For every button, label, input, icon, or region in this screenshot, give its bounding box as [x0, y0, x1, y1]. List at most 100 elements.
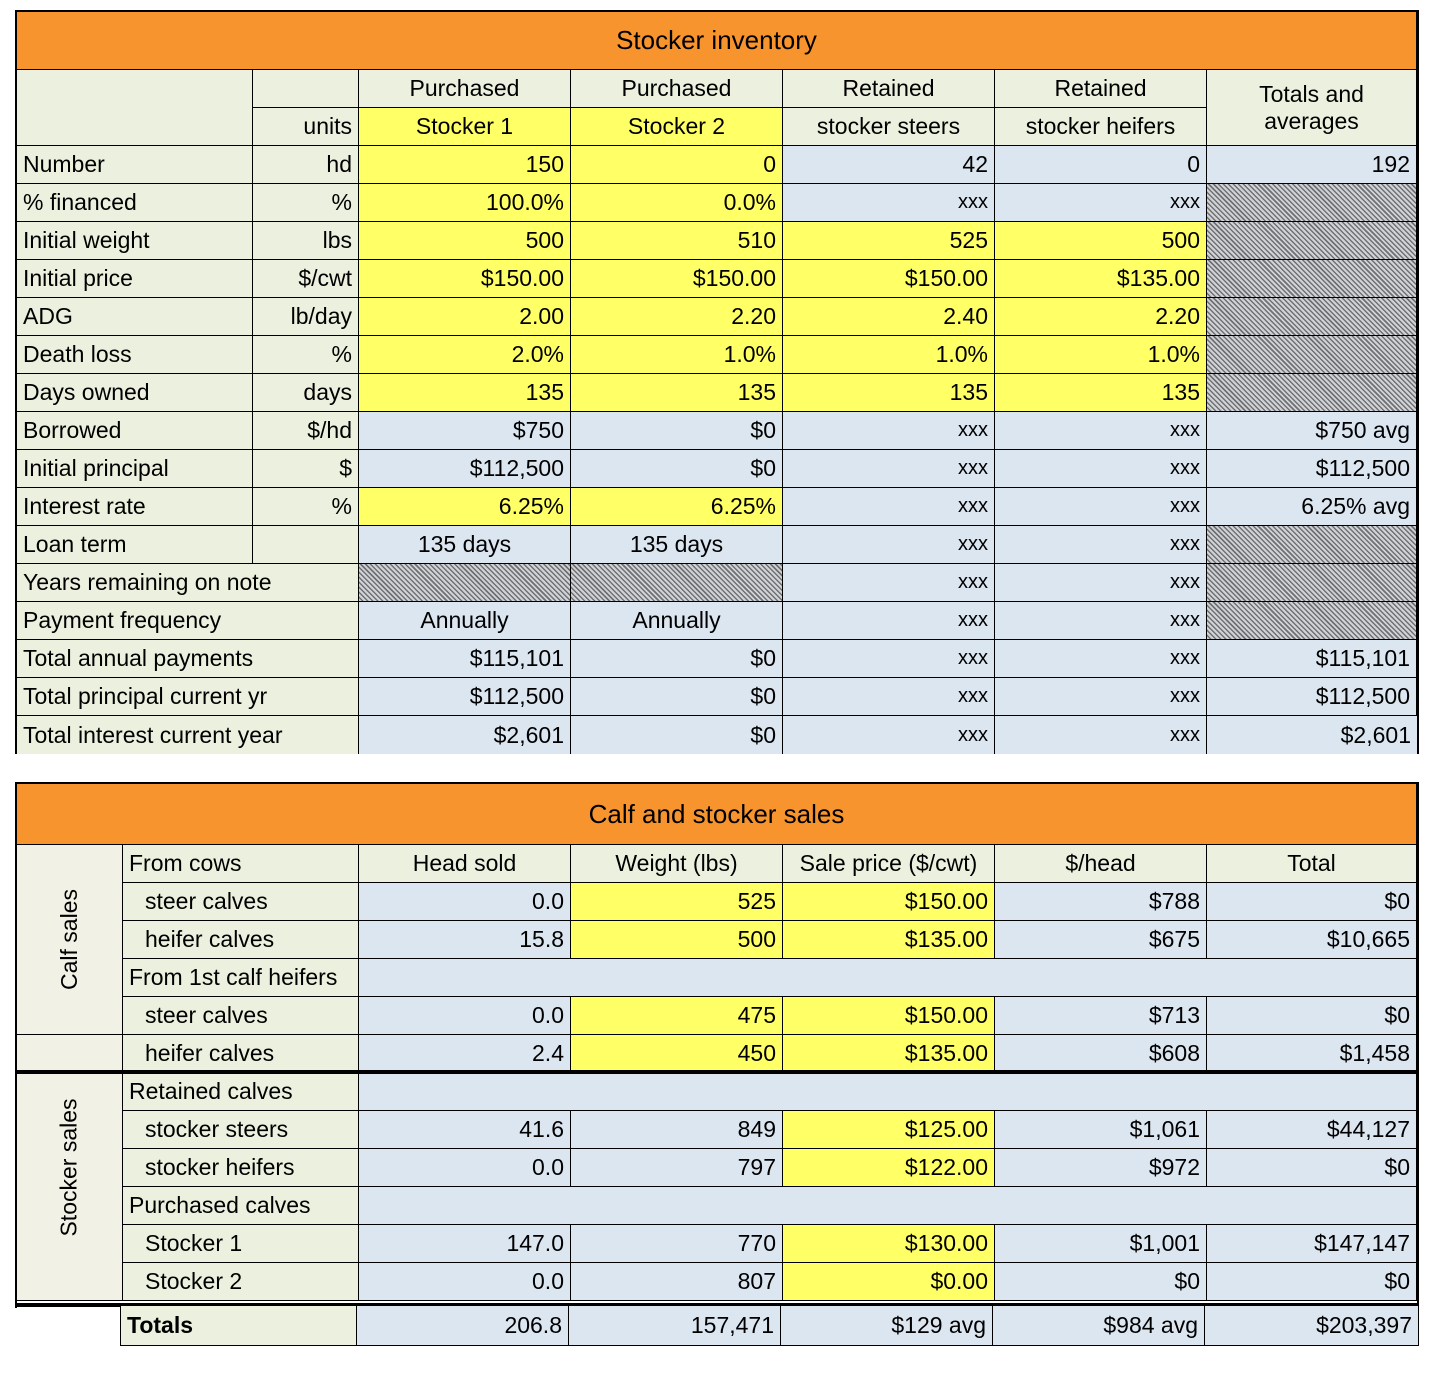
cell-price-input[interactable]: $0.00: [783, 1263, 995, 1301]
cell-head: 15.8: [359, 921, 571, 959]
cell-value: xxx: [783, 602, 995, 640]
cell-price-input[interactable]: $125.00: [783, 1111, 995, 1149]
cell-input[interactable]: 1.0%: [571, 336, 783, 374]
sales-table: Calf and stocker sales Calf sales Stocke…: [15, 782, 1419, 1308]
cell-total: $1,458: [1207, 1035, 1417, 1073]
cell-weight-input[interactable]: 475: [571, 997, 783, 1035]
stocker-sales-text: Stocker sales: [56, 1098, 82, 1237]
cell-input[interactable]: 135: [359, 374, 571, 412]
totals-row: Totals 206.8 157,471 $129 avg $984 avg $…: [120, 1306, 1419, 1346]
cell-input[interactable]: 510: [571, 222, 783, 260]
cell-input[interactable]: 2.20: [995, 298, 1207, 336]
cell-input[interactable]: 1.0%: [783, 336, 995, 374]
row-label: steer calves: [123, 883, 359, 921]
row-label: Initial weight: [17, 222, 253, 260]
header-weight: Weight (lbs): [571, 845, 783, 883]
cell-value: xxx: [783, 678, 995, 716]
cell-input[interactable]: 150: [359, 146, 571, 184]
section-divider: [15, 1070, 1419, 1074]
cell-weight: 797: [571, 1149, 783, 1187]
cell-input[interactable]: 500: [995, 222, 1207, 260]
cell-hatched: [1207, 336, 1417, 374]
cell-value: xxx: [783, 640, 995, 678]
cell-input[interactable]: $150.00: [571, 260, 783, 298]
cell-value: xxx: [783, 564, 995, 602]
cell-value: xxx: [783, 716, 995, 754]
cell-weight-input[interactable]: 525: [571, 883, 783, 921]
stocker-inventory-table: Stocker inventory Purchased Purchased Re…: [15, 10, 1419, 754]
cell-price-input[interactable]: $122.00: [783, 1149, 995, 1187]
cell-input[interactable]: 100.0%: [359, 184, 571, 222]
cell-total: $10,665: [1207, 921, 1417, 959]
row-label: Interest rate: [17, 488, 253, 526]
cell-input[interactable]: 2.00: [359, 298, 571, 336]
cell-input[interactable]: 6.25%: [359, 488, 571, 526]
header-sale-price: Sale price ($/cwt): [783, 845, 995, 883]
row-label: Payment frequency: [17, 602, 359, 640]
row-unit: lbs: [253, 222, 359, 260]
header-per-head: $/head: [995, 845, 1207, 883]
cell-hatched: [571, 564, 783, 602]
cell-per-head: $1,061: [995, 1111, 1207, 1149]
totals-divider: [15, 1303, 1419, 1307]
cell-weight-input[interactable]: 450: [571, 1035, 783, 1073]
cell-per-head: $713: [995, 997, 1207, 1035]
cell-input[interactable]: 2.0%: [359, 336, 571, 374]
cell-input[interactable]: $135.00: [995, 260, 1207, 298]
cell-input[interactable]: 135: [995, 374, 1207, 412]
cell-price-input[interactable]: $130.00: [783, 1225, 995, 1263]
cell-weight: 770: [571, 1225, 783, 1263]
cell-price-input[interactable]: $135.00: [783, 1035, 995, 1073]
cell-total: $44,127: [1207, 1111, 1417, 1149]
cell-input[interactable]: 0.0%: [571, 184, 783, 222]
cell-value: xxx: [995, 602, 1207, 640]
cell-price-input[interactable]: $150.00: [783, 883, 995, 921]
cell-total: $0: [1207, 1149, 1417, 1187]
row-label: Total annual payments: [17, 640, 359, 678]
cell-total: $750 avg: [1207, 412, 1417, 450]
cell-total: $112,500: [1207, 450, 1417, 488]
cell-hatched: [1207, 526, 1417, 564]
cell-input[interactable]: 500: [359, 222, 571, 260]
cell-value: xxx: [783, 412, 995, 450]
cell-input[interactable]: $150.00: [359, 260, 571, 298]
row-label: Years remaining on note: [17, 564, 359, 602]
header-totals: Totals and averages: [1207, 70, 1417, 146]
header-label-blank: [17, 70, 253, 146]
row-label: % financed: [17, 184, 253, 222]
cell-hatched: [1207, 260, 1417, 298]
cell-input[interactable]: 525: [783, 222, 995, 260]
cell-value: xxx: [783, 450, 995, 488]
header-head-sold: Head sold: [359, 845, 571, 883]
cell-value: xxx: [995, 678, 1207, 716]
cell-head: 0.0: [359, 997, 571, 1035]
header-total: Total: [1207, 845, 1417, 883]
cell-value: xxx: [995, 564, 1207, 602]
cell-hatched: [1207, 374, 1417, 412]
cell-price-input[interactable]: $135.00: [783, 921, 995, 959]
totals-per-head: $984 avg: [993, 1306, 1205, 1345]
cell-input[interactable]: 2.40: [783, 298, 995, 336]
header-c4-line1: Retained: [995, 70, 1207, 108]
cell-input[interactable]: 6.25%: [571, 488, 783, 526]
row-unit: %: [253, 184, 359, 222]
cell-price-input[interactable]: $150.00: [783, 997, 995, 1035]
cell-value: 135 days: [359, 526, 571, 564]
cell-input[interactable]: 2.20: [571, 298, 783, 336]
cell-head: 0.0: [359, 1263, 571, 1301]
cell-weight-input[interactable]: 500: [571, 921, 783, 959]
cell-input[interactable]: 1.0%: [995, 336, 1207, 374]
cell-input[interactable]: $150.00: [783, 260, 995, 298]
sales-title: Calf and stocker sales: [17, 784, 1417, 845]
cell-value: $2,601: [359, 716, 571, 754]
row-unit: hd: [253, 146, 359, 184]
cell-input[interactable]: 135: [783, 374, 995, 412]
cell-input[interactable]: 135: [571, 374, 783, 412]
header-c2-line1: Purchased: [571, 70, 783, 108]
cell-input[interactable]: 0: [571, 146, 783, 184]
cell-value: $115,101: [359, 640, 571, 678]
row-label: ADG: [17, 298, 253, 336]
row-label: Initial price: [17, 260, 253, 298]
inventory-title: Stocker inventory: [17, 12, 1417, 70]
cell-value: xxx: [995, 640, 1207, 678]
